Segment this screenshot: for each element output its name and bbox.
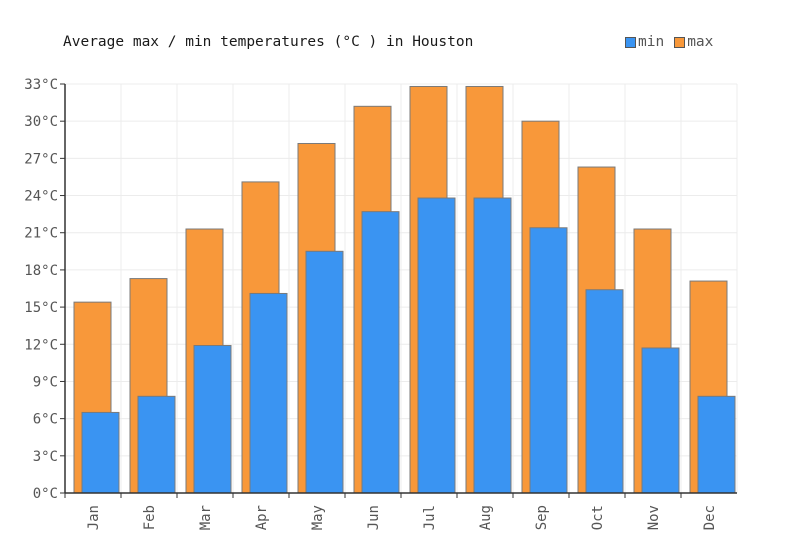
x-tick-label: Oct: [590, 505, 606, 530]
x-tick-label: Sep: [534, 505, 550, 530]
legend-swatch-max: [674, 36, 686, 48]
legend-label-max: max: [687, 34, 714, 50]
bar-min: [585, 289, 624, 494]
x-tick-label: Apr: [254, 505, 270, 530]
y-tick-label: 6°C: [33, 412, 58, 428]
x-tick-label: Mar: [198, 505, 214, 530]
y-tick-label: 30°C: [24, 114, 58, 130]
x-tick-label: Jan: [86, 505, 102, 530]
chart-title: Average max / min temperatures (°C ) in …: [63, 34, 474, 50]
x-tick-label: Jul: [422, 505, 438, 530]
bar-min: [473, 197, 512, 494]
legend-item-min: min: [625, 34, 664, 50]
bar-min: [81, 411, 120, 494]
legend-item-max: max: [674, 34, 713, 50]
bar-min: [361, 211, 400, 494]
legend: min max: [625, 34, 723, 50]
bar-min: [417, 197, 456, 494]
y-tick-label: 18°C: [24, 263, 58, 279]
x-tick-label: Dec: [702, 505, 718, 530]
y-tick-label: 12°C: [24, 337, 58, 353]
y-tick-label: 21°C: [24, 226, 58, 242]
y-tick-label: 33°C: [24, 77, 58, 93]
x-tick-label: Nov: [646, 505, 662, 530]
y-tick-label: 27°C: [24, 151, 58, 167]
bar-min: [641, 347, 680, 494]
x-tick-label: Aug: [478, 505, 494, 530]
bar-min: [137, 395, 176, 494]
bar-min: [529, 227, 568, 494]
y-tick-label: 15°C: [24, 300, 58, 316]
legend-swatch-min: [625, 36, 636, 48]
bar-min: [249, 292, 288, 494]
bar-min: [305, 250, 344, 494]
y-tick-label: 3°C: [33, 449, 58, 465]
bar-min: [193, 345, 232, 494]
y-tick-label: 9°C: [33, 374, 58, 390]
y-tick-label: 0°C: [33, 486, 58, 502]
legend-label-min: min: [638, 34, 665, 50]
x-tick-label: May: [310, 505, 326, 530]
x-tick-label: Jun: [366, 505, 382, 530]
x-tick-label: Feb: [142, 505, 158, 530]
y-tick-label: 24°C: [24, 189, 58, 205]
bar-min: [697, 395, 736, 494]
